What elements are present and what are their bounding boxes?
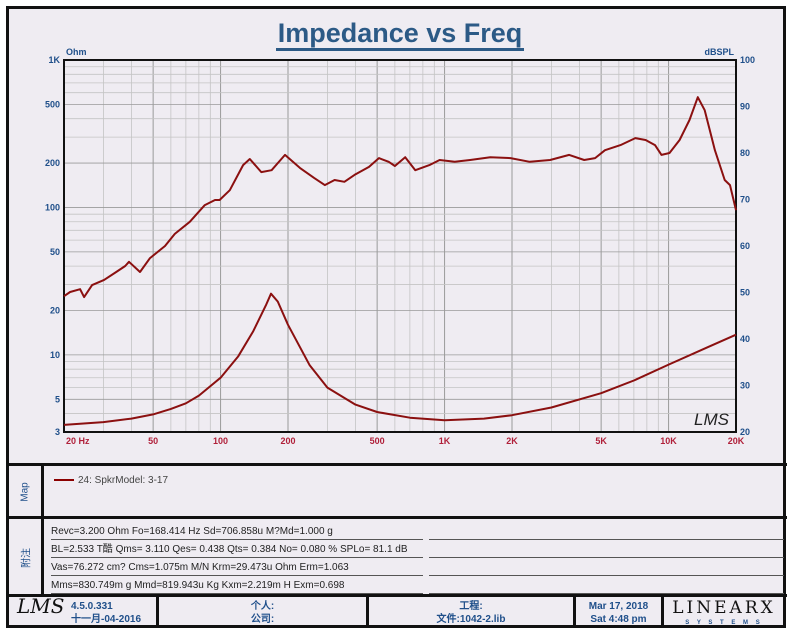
brand-sub: S Y S T E M S — [685, 620, 763, 626]
report-frame — [6, 6, 786, 628]
y-right-tick-label: 50 — [740, 288, 750, 298]
x-tick-label: 200 — [280, 436, 295, 446]
y-right-tick-label: 40 — [740, 334, 750, 344]
y-left-tick-label: 50 — [50, 247, 60, 257]
y-left-tick-label: 3 — [55, 427, 60, 437]
x-tick-label: 5K — [595, 436, 607, 446]
y-right-tick-label: 30 — [740, 381, 750, 391]
x-tick-label: 500 — [370, 436, 385, 446]
lms-logo: LMS — [17, 594, 65, 618]
brand: LINEARX — [672, 598, 776, 618]
legend-label: 24: SpkrModel: 3-17 — [78, 475, 169, 486]
y-right-unit: dBSPL — [704, 47, 734, 57]
y-left-tick-label: 1K — [48, 55, 60, 65]
blank-line — [429, 543, 784, 558]
x-tick-label: 50 — [148, 436, 158, 446]
map-label: Map — [19, 482, 31, 502]
param-line: Vas=76.272 cm? Cms=1.075m M/N Krm=29.473… — [51, 561, 423, 576]
map-label-box: Map — [9, 466, 44, 518]
footer-project-cell: 工程: 文件:1042-2.lib — [369, 597, 576, 628]
blank-line — [429, 579, 784, 594]
spl-curve — [63, 96, 737, 299]
x-tick-label: 20K — [728, 436, 745, 446]
x-tick-label: 100 — [213, 436, 228, 446]
footer: LMS 4.5.0.331 十一月-04-2016 个人: 公司: 工程: 文件:10… — [9, 594, 787, 628]
y-right-tick-label: 90 — [740, 102, 750, 112]
footer-date-cell: Mar 17, 2018 Sat 4:48 pm — [576, 597, 664, 628]
notes-label: 附注 — [21, 547, 33, 568]
impedance-curve — [63, 292, 737, 426]
chart-title: Impedance vs Freq — [0, 18, 800, 51]
map-panel: Map 24: SpkrModel: 3-17 — [9, 463, 787, 518]
legend-item: 24: SpkrModel: 3-17 — [54, 475, 168, 486]
param-line: BL=2.533 T酷 Qms= 3.110 Qes= 0.438 Qts= 0… — [51, 543, 423, 558]
personal-label: 个人: — [250, 601, 275, 612]
footer-lms-cell: LMS 4.5.0.331 十一月-04-2016 — [9, 594, 159, 628]
company-label: 公司: — [250, 614, 275, 625]
blank-line — [429, 561, 784, 576]
y-left-tick-label: 500 — [45, 99, 60, 109]
chart-title-text: Impedance vs Freq — [275, 18, 525, 51]
y-left-tick-label: 10 — [50, 350, 60, 360]
blank-line — [429, 525, 784, 540]
x-tick-label: 20 Hz — [66, 436, 90, 446]
version: 4.5.0.331 — [71, 601, 113, 612]
chart: Ohm dBSPL 20 Hz 50 100 200 500 1K 2K 5K 10K 20K 1K… — [45, 47, 755, 446]
y-left-tick-label: 20 — [50, 306, 60, 316]
y-right-tick-label: 70 — [740, 195, 750, 205]
x-tick-label: 1K — [439, 436, 451, 446]
notes-label-box: 附注 — [9, 519, 44, 596]
notes-panel: 附注 Revc=3.200 Ohm Fo=168.414 Hz Sd=706.8… — [9, 516, 787, 596]
legend-line-swatch — [54, 479, 74, 482]
param-line: Mms=830.749m g Mmd=819.943u Kg Kxm=2.219… — [51, 579, 423, 594]
y-right-tick-label: 20 — [740, 427, 750, 437]
y-left-tick-label: 100 — [45, 202, 60, 212]
file-label: 文件:1042-2.lib — [436, 614, 506, 625]
date: Mar 17, 2018 — [588, 601, 649, 612]
y-left-tick-label: 5 — [55, 394, 60, 404]
y-right-tick-label: 60 — [740, 241, 750, 251]
y-left-tick-label: 200 — [45, 158, 60, 168]
y-left-unit: Ohm — [66, 47, 87, 57]
project-label: 工程: — [459, 601, 483, 612]
y-right-tick-label: 80 — [740, 148, 750, 158]
watermark-logo: LMS — [694, 410, 730, 429]
y-right-tick-label: 100 — [740, 55, 755, 65]
x-tick-label: 10K — [660, 436, 677, 446]
linearx-logo: LINEARX S Y S T E M S — [664, 597, 784, 628]
param-line: Revc=3.200 Ohm Fo=168.414 Hz Sd=706.858u… — [51, 525, 423, 540]
footer-person-cell: 个人: 公司: — [159, 597, 369, 628]
time: Sat 4:48 pm — [590, 614, 647, 625]
plot-border — [63, 59, 737, 433]
x-tick-label: 2K — [506, 436, 518, 446]
grid — [63, 60, 737, 433]
build-date: 十一月-04-2016 — [71, 614, 142, 625]
